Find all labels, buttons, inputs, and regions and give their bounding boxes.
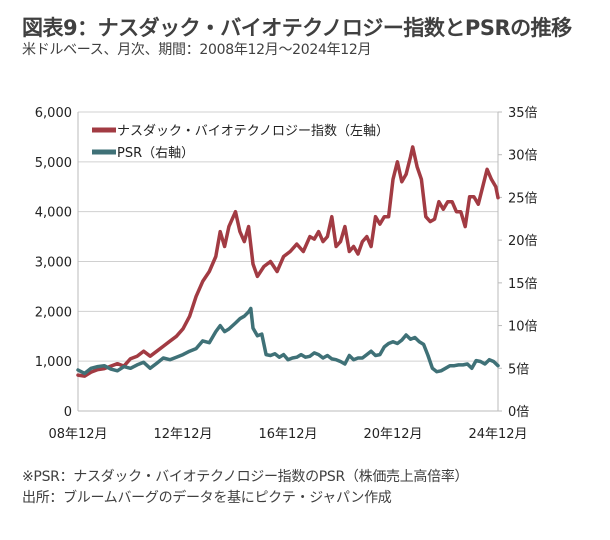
- x-tick-label: 20年12月: [363, 427, 422, 442]
- legend-label-index: ナスダック・バイオテクノロジー指数（左軸）: [117, 124, 389, 139]
- y-right-tick-label: 30倍: [508, 149, 538, 164]
- footnote-psr: ※PSR：ナスダック・バイオテクノロジー指数のPSR（株価売上高倍率）: [22, 469, 469, 485]
- x-tick-label: 16年12月: [258, 427, 317, 442]
- y-left-tick-label: 3,000: [35, 256, 72, 271]
- y-left-tick-label: 0: [64, 405, 72, 420]
- y-left-tick-label: 1,000: [35, 355, 72, 370]
- y-left-tick-label: 2,000: [35, 305, 72, 320]
- chart: 0 1,000 2,000 3,000 4,000 5,000 6,000 0倍 5倍 10倍 15…: [35, 106, 538, 442]
- footnote-source: 出所：ブルームバーグのデータを基にピクテ・ジャパン作成: [22, 490, 392, 506]
- chart-title: 図表9：ナスダック・バイオテクノロジー指数とPSRの推移: [22, 16, 572, 40]
- y-right-tick-label: 10倍: [508, 320, 538, 335]
- x-tick-label: 12年12月: [153, 427, 212, 442]
- y-right-tick-label: 5倍: [508, 362, 529, 377]
- y-right-tick-label: 0倍: [508, 405, 529, 420]
- legend-label-psr: PSR（右軸）: [117, 146, 194, 161]
- x-tick-label: 08年12月: [48, 427, 107, 442]
- series-line-psr: [76, 306, 500, 376]
- x-tick-label: 24年12月: [468, 427, 527, 442]
- y-right-tick-label: 35倍: [508, 106, 538, 121]
- axes: 0 1,000 2,000 3,000 4,000 5,000 6,000 0倍 5倍 10倍 15…: [35, 106, 538, 442]
- chart-subtitle: 米ドルベース、月次、期間：2008年12月～2024年12月: [22, 42, 372, 58]
- y-left-tick-label: 5,000: [35, 156, 72, 171]
- y-right-tick-label: 20倍: [508, 234, 538, 249]
- y-right-tick-label: 25倍: [508, 191, 538, 206]
- y-right-tick-label: 15倍: [508, 277, 538, 292]
- legend: ナスダック・バイオテクノロジー指数（左軸） PSR（右軸）: [92, 124, 389, 161]
- y-left-tick-label: 4,000: [35, 206, 72, 221]
- series-lines: [76, 145, 500, 378]
- y-left-tick-label: 6,000: [35, 106, 72, 121]
